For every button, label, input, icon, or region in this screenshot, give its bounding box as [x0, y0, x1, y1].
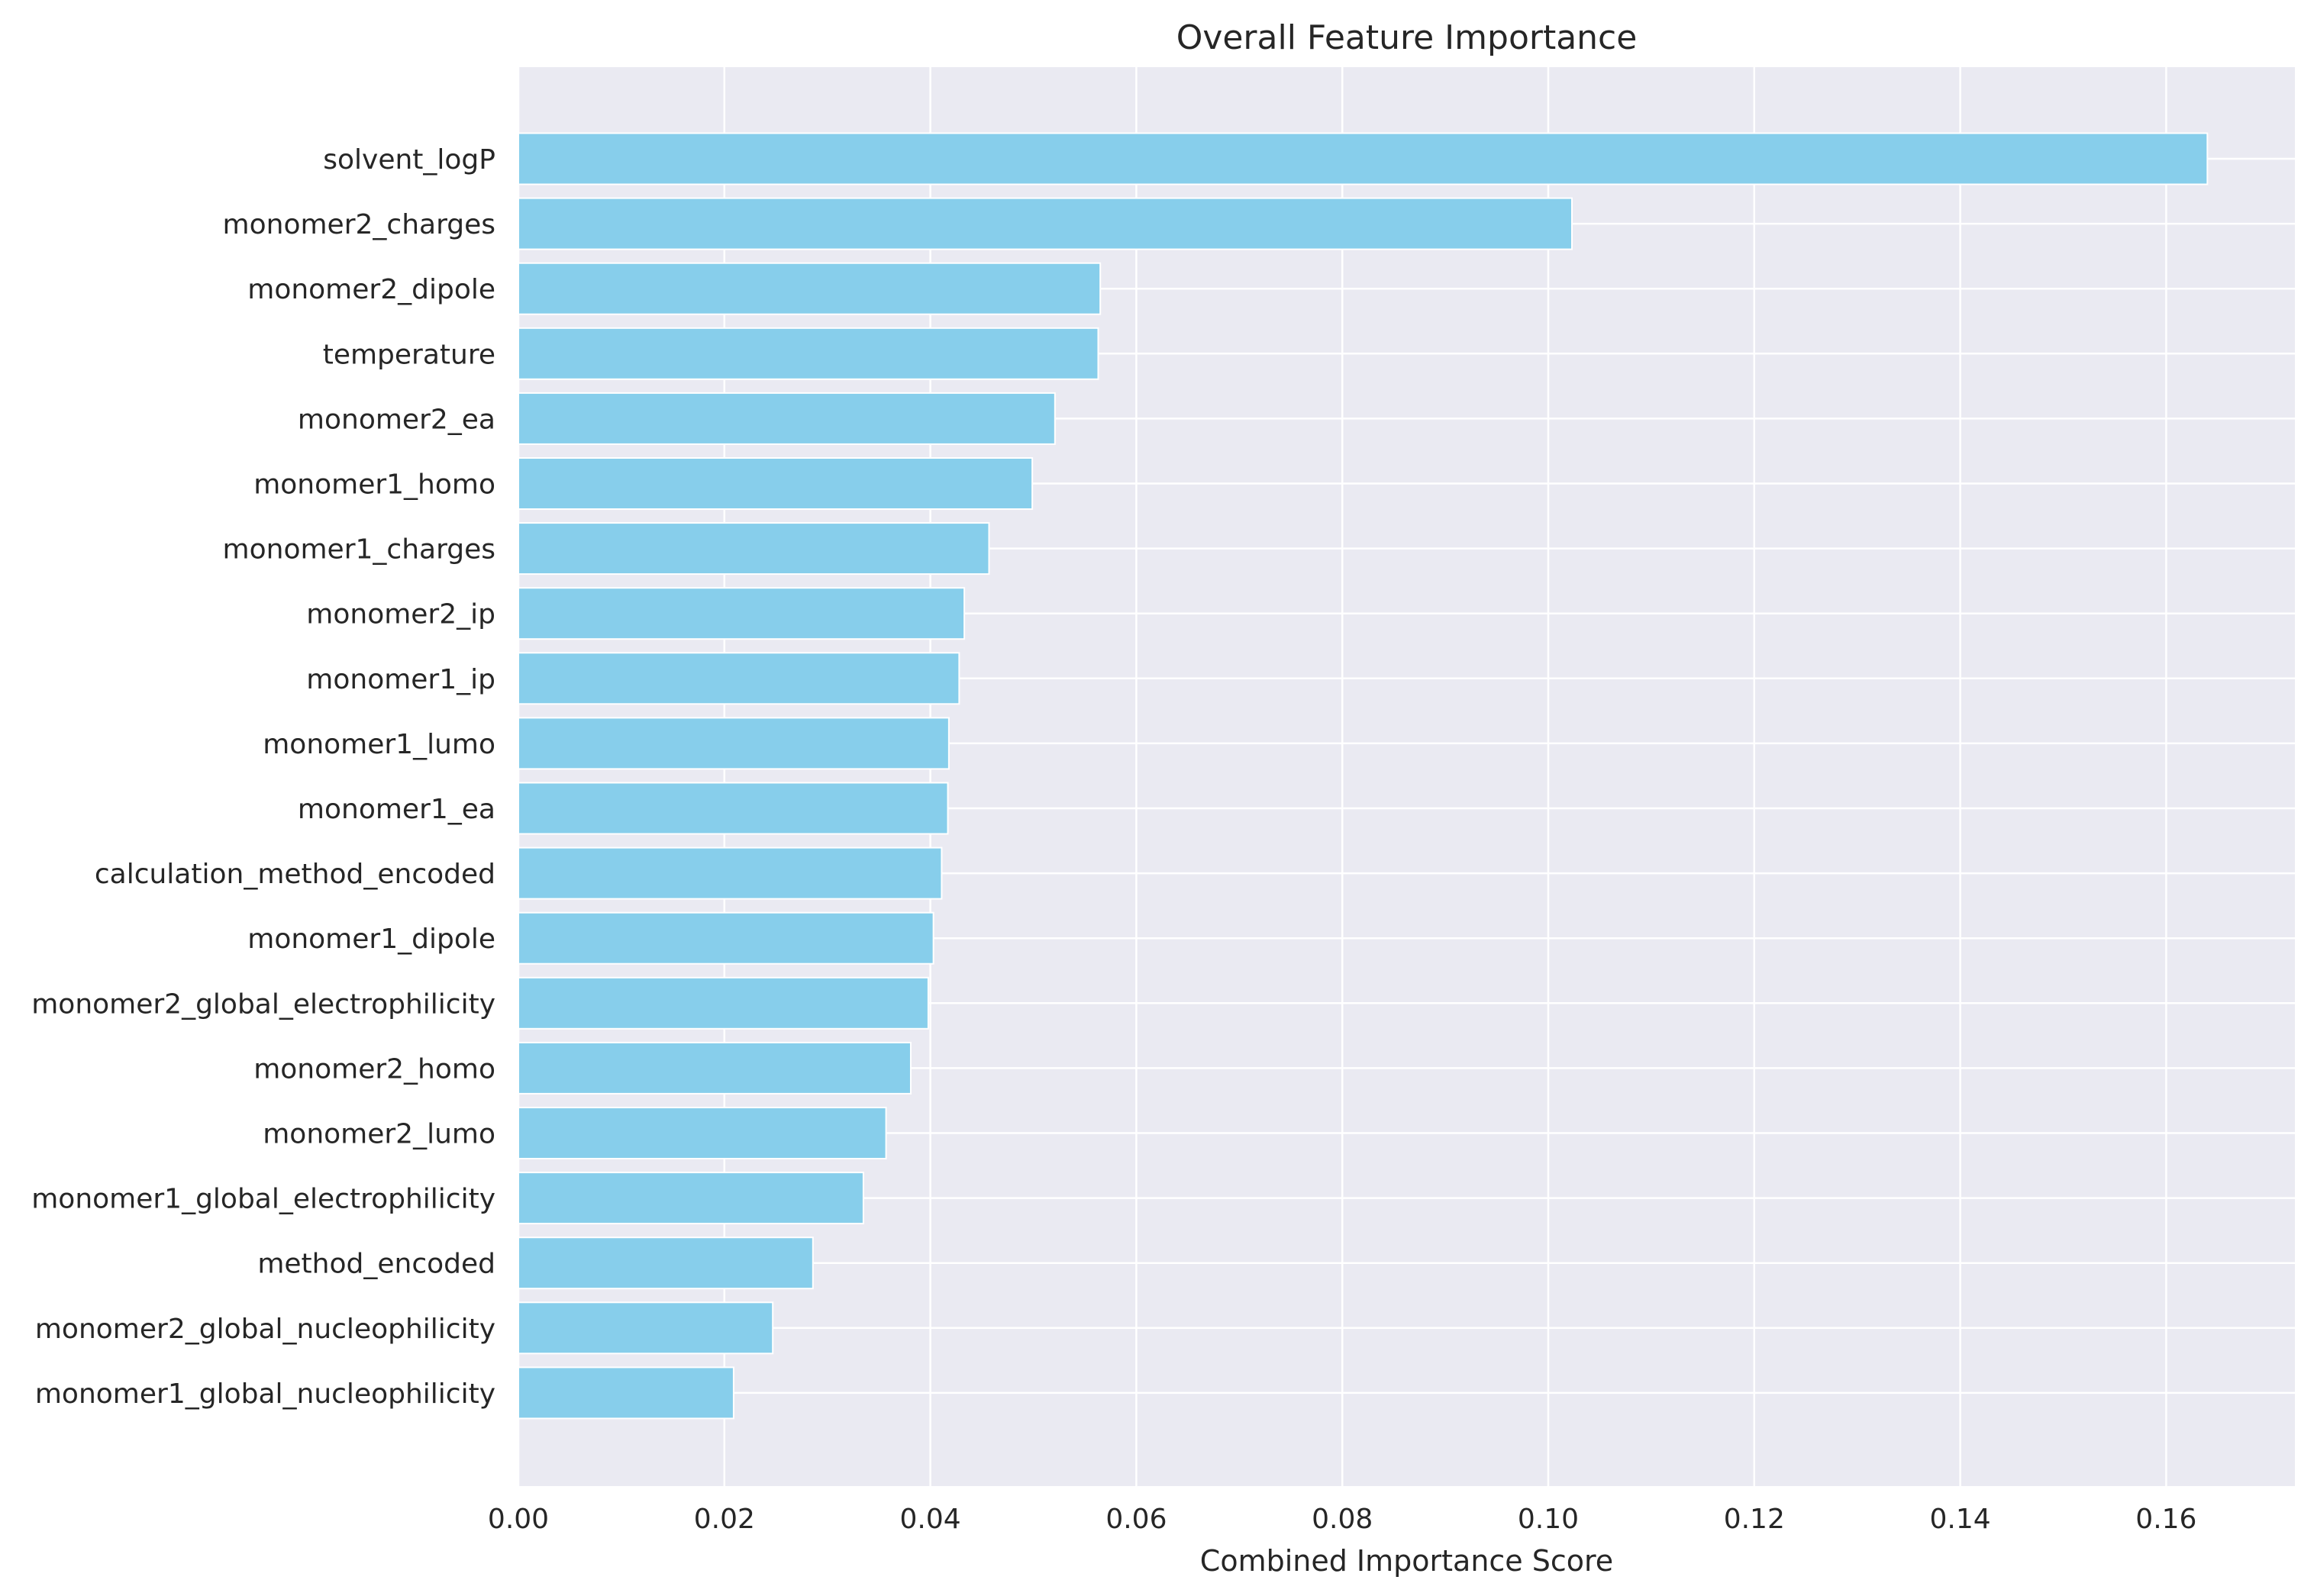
- x-tick-label: 0.08: [1312, 1504, 1373, 1535]
- bar-monomer2_charges: [518, 197, 1573, 250]
- bar-monomer2_homo: [518, 1041, 912, 1095]
- x-axis-label: Combined Importance Score: [1200, 1544, 1613, 1578]
- category-label: monomer1_charges: [223, 534, 495, 566]
- x-tick-label: 0.16: [2135, 1504, 2196, 1535]
- x-tick-label: 0.10: [1518, 1504, 1579, 1535]
- category-label: monomer1_global_electrophilicity: [31, 1184, 495, 1215]
- category-label: monomer2_homo: [253, 1053, 495, 1085]
- bar-monomer1_global_nucleophilicity: [518, 1366, 734, 1420]
- category-label: solvent_logP: [323, 144, 495, 176]
- category-labels: solvent_logP monomer2_charges monomer2_dip…: [31, 144, 495, 1410]
- bar-monomer2_ip: [518, 587, 966, 640]
- category-label: monomer2_ip: [306, 599, 495, 630]
- bar-solvent_logP: [518, 132, 2209, 185]
- bar-method_encoded: [518, 1236, 814, 1290]
- category-label: monomer1_ea: [298, 794, 495, 825]
- category-label: monomer1_homo: [253, 469, 495, 501]
- bar-monomer1_homo: [518, 457, 1034, 510]
- category-label: calculation_method_encoded: [95, 859, 495, 890]
- category-label: method_encoded: [257, 1249, 495, 1280]
- bar-monomer2_dipole: [518, 262, 1102, 315]
- category-label: monomer2_dipole: [247, 274, 495, 305]
- category-label: monomer2_ea: [298, 404, 495, 435]
- x-tick-labels: 0.00 0.02 0.04 0.06 0.08 0.10 0.12 0.14 0.16: [488, 1504, 2197, 1535]
- bar-monomer1_global_electrophilicity: [518, 1172, 864, 1225]
- x-tick-label: 0.00: [488, 1504, 549, 1535]
- category-label: temperature: [323, 339, 495, 370]
- x-tick-label: 0.14: [1930, 1504, 1991, 1535]
- category-label: monomer1_global_nucleophilicity: [35, 1378, 495, 1410]
- bar-monomer1_dipole: [518, 911, 934, 965]
- bar-monomer2_lumo: [518, 1107, 887, 1159]
- bar-monomer2_ea: [518, 392, 1056, 445]
- category-label: monomer2_charges: [223, 209, 495, 240]
- bars: [518, 132, 2209, 1420]
- category-label: monomer1_lumo: [263, 729, 495, 760]
- category-label: monomer1_ip: [306, 664, 495, 695]
- bar-monomer2_global_electrophilicity: [518, 976, 929, 1030]
- bar-calculation_method_encoded: [518, 846, 943, 900]
- bar-monomer1_charges: [518, 522, 990, 576]
- category-label: monomer2_lumo: [263, 1119, 495, 1150]
- x-tick-label: 0.12: [1724, 1504, 1785, 1535]
- bar-monomer2_global_nucleophilicity: [518, 1301, 774, 1355]
- chart-title: Overall Feature Importance: [1176, 18, 1638, 57]
- bar-temperature: [518, 327, 1099, 380]
- x-tick-label: 0.02: [694, 1504, 755, 1535]
- category-label: monomer2_global_electrophilicity: [31, 988, 495, 1020]
- bar-monomer1_ea: [518, 782, 949, 835]
- x-tick-label: 0.06: [1105, 1504, 1167, 1535]
- category-label: monomer1_dipole: [247, 924, 495, 955]
- category-label: monomer2_global_nucleophilicity: [35, 1314, 495, 1345]
- bar-monomer1_ip: [518, 652, 960, 705]
- bar-monomer1_lumo: [518, 717, 950, 770]
- x-tick-label: 0.04: [900, 1504, 961, 1535]
